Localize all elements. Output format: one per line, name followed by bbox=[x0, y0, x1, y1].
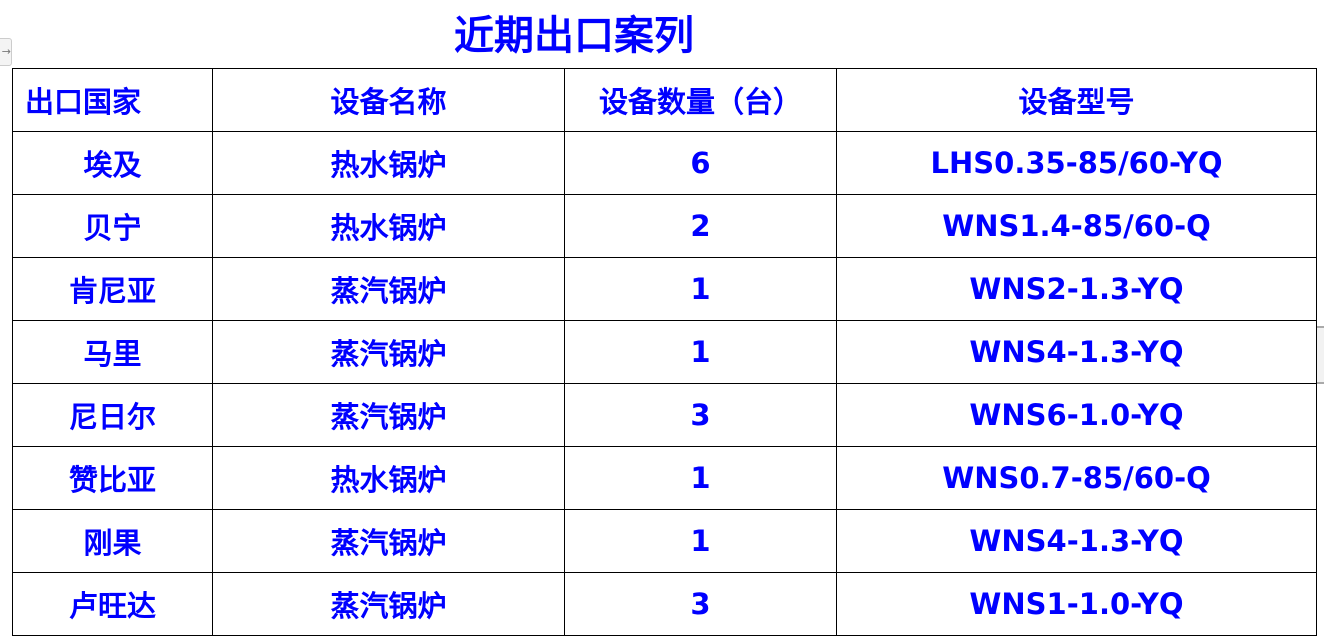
table-row: 马里 蒸汽锅炉 1 WNS4-1.3-YQ bbox=[12, 320, 1317, 384]
header-quantity: 设备数量（台） bbox=[564, 68, 837, 132]
equipment-name-cell: 蒸汽锅炉 bbox=[212, 320, 565, 384]
equipment-name-cell: 蒸汽锅炉 bbox=[212, 572, 565, 636]
equipment-name-cell: 热水锅炉 bbox=[212, 446, 565, 510]
equipment-name-cell: 蒸汽锅炉 bbox=[212, 383, 565, 447]
table-row: 尼日尔 蒸汽锅炉 3 WNS6-1.0-YQ bbox=[12, 383, 1317, 447]
country-cell: 卢旺达 bbox=[12, 572, 213, 636]
header-equipment-name: 设备名称 bbox=[212, 68, 565, 132]
country-cell: 尼日尔 bbox=[12, 383, 213, 447]
model-cell: WNS4-1.3-YQ bbox=[836, 320, 1317, 384]
country-cell: 马里 bbox=[12, 320, 213, 384]
model-cell: WNS1-1.0-YQ bbox=[836, 572, 1317, 636]
country-cell: 埃及 bbox=[12, 131, 213, 195]
equipment-name-cell: 热水锅炉 bbox=[212, 194, 565, 258]
country-cell: 肯尼亚 bbox=[12, 257, 213, 321]
quantity-cell: 1 bbox=[564, 320, 837, 384]
table-row: 卢旺达 蒸汽锅炉 3 WNS1-1.0-YQ bbox=[12, 572, 1317, 636]
equipment-name-cell: 蒸汽锅炉 bbox=[212, 509, 565, 573]
table-row: 贝宁 热水锅炉 2 WNS1.4-85/60-Q bbox=[12, 194, 1317, 258]
quantity-cell: 1 bbox=[564, 446, 837, 510]
quantity-cell: 1 bbox=[564, 509, 837, 573]
resize-handle[interactable] bbox=[1317, 326, 1324, 384]
table-row: 刚果 蒸汽锅炉 1 WNS4-1.3-YQ bbox=[12, 509, 1317, 573]
equipment-name-cell: 热水锅炉 bbox=[212, 131, 565, 195]
table-row: 赞比亚 热水锅炉 1 WNS0.7-85/60-Q bbox=[12, 446, 1317, 510]
quantity-cell: 1 bbox=[564, 257, 837, 321]
table-row: 肯尼亚 蒸汽锅炉 1 WNS2-1.3-YQ bbox=[12, 257, 1317, 321]
model-cell: WNS6-1.0-YQ bbox=[836, 383, 1317, 447]
quantity-cell: 6 bbox=[564, 131, 837, 195]
quantity-cell: 3 bbox=[564, 572, 837, 636]
quantity-cell: 2 bbox=[564, 194, 837, 258]
model-cell: WNS4-1.3-YQ bbox=[836, 509, 1317, 573]
table-move-handle-icon[interactable]: → bbox=[0, 38, 12, 66]
country-cell: 贝宁 bbox=[12, 194, 213, 258]
header-model: 设备型号 bbox=[836, 68, 1317, 132]
export-cases-table: 出口国家 设备名称 设备数量（台） 设备型号 埃及 热水锅炉 6 LHS0.35-85… bbox=[12, 68, 1317, 636]
country-cell: 赞比亚 bbox=[12, 446, 213, 510]
equipment-name-cell: 蒸汽锅炉 bbox=[212, 257, 565, 321]
model-cell: LHS0.35-85/60-YQ bbox=[836, 131, 1317, 195]
quantity-cell: 3 bbox=[564, 383, 837, 447]
page-title: 近期出口案列 bbox=[454, 13, 694, 59]
header-country: 出口国家 bbox=[12, 68, 213, 132]
model-cell: WNS2-1.3-YQ bbox=[836, 257, 1317, 321]
table-row: 埃及 热水锅炉 6 LHS0.35-85/60-YQ bbox=[12, 131, 1317, 195]
model-cell: WNS1.4-85/60-Q bbox=[836, 194, 1317, 258]
country-cell: 刚果 bbox=[12, 509, 213, 573]
model-cell: WNS0.7-85/60-Q bbox=[836, 446, 1317, 510]
header-row: 出口国家 设备名称 设备数量（台） 设备型号 bbox=[12, 68, 1317, 132]
